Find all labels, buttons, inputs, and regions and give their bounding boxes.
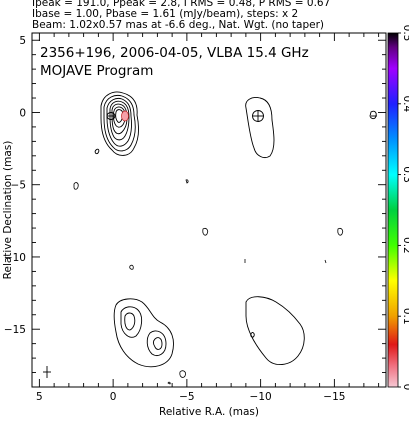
- x-tick-label: 5: [36, 391, 43, 403]
- colorbar-tick-label: 0.5: [401, 25, 409, 42]
- chart-title: 2356+196, 2006-04-05, VLBA 15.4 GHz: [40, 45, 309, 61]
- y-axis-label: Relative Declination (mas): [2, 141, 14, 280]
- colorbar: [387, 32, 399, 388]
- x-tick-label: −5: [179, 391, 194, 403]
- header-stats-line-1: Ipeak = 191.0, Ppeak = 2.8, I RMS = 0.48…: [32, 0, 331, 9]
- colorbar-tick-label: 0.2: [401, 237, 409, 254]
- colorbar-tick-label: 0: [401, 384, 409, 391]
- chart-subtitle: MOJAVE Program: [40, 63, 153, 79]
- colorbar-tick-label: 0.1: [401, 308, 409, 325]
- plot-frame: [31, 32, 387, 388]
- colorbar-ticks: 0 0.1 0.2 0.3 0.4 0.5: [398, 25, 409, 391]
- y-tick-label: 0: [19, 107, 26, 119]
- x-tick-label: 0: [110, 391, 117, 403]
- colorbar-tick-label: 0.3: [401, 166, 409, 183]
- y-tick-label: −15: [4, 324, 26, 336]
- beam-marker: [43, 366, 51, 378]
- x-tick-label: −10: [250, 391, 272, 403]
- southeast-jet: [245, 296, 305, 365]
- southwest-jet: [113, 298, 174, 368]
- core-component: [94, 91, 139, 156]
- header-beam-line: Beam: 1.02x0.57 mas at -6.6 deg., Nat. W…: [32, 19, 325, 31]
- x-tick-label: −15: [323, 391, 345, 403]
- y-tick-label: −10: [4, 252, 26, 264]
- x-axis-label: Relative R.A. (mas): [159, 406, 259, 418]
- northeast-blob: [245, 97, 377, 159]
- y-tick-label: −5: [11, 180, 26, 192]
- axis-tick-labels: 5 0 −5 −10 −15 5 0 −5 −10 −15: [4, 35, 346, 403]
- y-tick-label: 5: [19, 35, 26, 47]
- axis-ticks: [32, 33, 386, 387]
- colorbar-tick-label: 0.4: [401, 95, 409, 112]
- noise-contours: [73, 179, 344, 385]
- header-stats-line-2: Ibase = 1.00, Pbase = 1.61 (mJy/beam), s…: [32, 8, 299, 20]
